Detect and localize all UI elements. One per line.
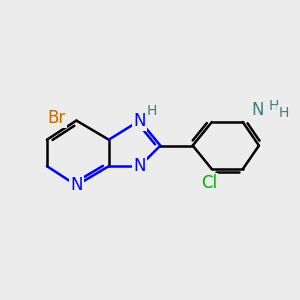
Text: H: H [147, 104, 157, 118]
Text: H: H [268, 99, 279, 113]
Text: N: N [134, 157, 146, 175]
Text: N: N [251, 101, 264, 119]
Text: H: H [278, 106, 289, 120]
Text: Cl: Cl [201, 174, 217, 192]
Text: N: N [70, 176, 82, 194]
Text: N: N [134, 112, 146, 130]
Text: Br: Br [47, 109, 65, 127]
